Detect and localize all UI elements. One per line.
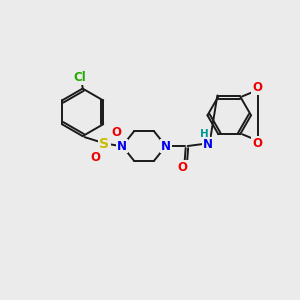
Text: N: N <box>202 138 212 151</box>
Text: H: H <box>200 129 209 139</box>
Text: S: S <box>99 137 110 151</box>
Text: N: N <box>161 140 171 152</box>
Text: O: O <box>111 126 121 139</box>
Text: O: O <box>91 152 100 164</box>
Text: O: O <box>252 81 262 94</box>
Text: N: N <box>117 140 127 152</box>
Text: O: O <box>252 136 262 150</box>
Text: O: O <box>178 161 188 174</box>
Text: Cl: Cl <box>73 71 86 84</box>
